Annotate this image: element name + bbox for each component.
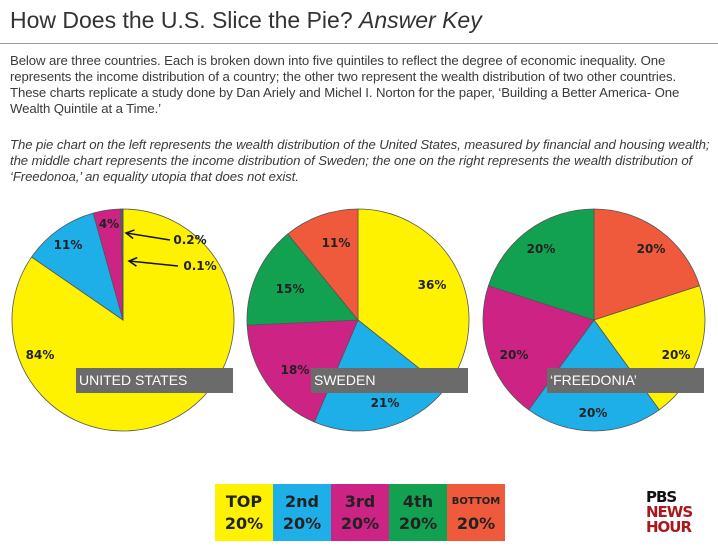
- legend-label: 3rd: [344, 491, 376, 511]
- pie-slice-4th: [487, 208, 595, 321]
- legend-top: TOP 20%: [215, 484, 273, 541]
- pie-slice-bottom: [593, 208, 701, 321]
- pie-slice-bottom: [287, 208, 359, 322]
- legend-label: 4th: [402, 491, 434, 511]
- pie-slice-3rd: [246, 319, 359, 423]
- legend-pct: 20%: [456, 513, 496, 533]
- legend: TOP 20% 2nd 20% 3rd 20% 4th 20% BOTTOM 20%: [215, 484, 505, 541]
- pie-slice-3rd: [482, 285, 595, 411]
- legend-pct: 20%: [282, 513, 322, 533]
- slice-label: 0.1%: [183, 259, 216, 273]
- logo-news: NEWS: [646, 503, 693, 521]
- slice-label: 4%: [99, 217, 119, 231]
- pie-slice-bottom: [121, 208, 124, 321]
- slice-label: 20%: [527, 242, 556, 256]
- pie-slice-2nd: [31, 212, 124, 321]
- slice-label: 18%: [281, 363, 310, 377]
- arrow-icon: [125, 232, 171, 241]
- logo-pbs: PBS: [646, 488, 677, 506]
- pie-slice-top: [357, 208, 470, 390]
- slice-label: 36%: [418, 278, 447, 292]
- title-main: How Does the U.S. Slice the Pie?: [10, 7, 353, 33]
- page-title: How Does the U.S. Slice the Pie? Answer …: [10, 7, 482, 34]
- logo-hour: HOUR: [646, 518, 692, 536]
- legend-3rd: 3rd 20%: [331, 484, 389, 541]
- slice-label: 21%: [371, 396, 400, 410]
- title-italic: Answer Key: [359, 7, 482, 33]
- chart-title-sweden: SWEDEN: [311, 368, 468, 393]
- slice-label: 20%: [637, 242, 666, 256]
- legend-pct: 20%: [224, 513, 264, 533]
- slice-label: 20%: [579, 406, 608, 420]
- slice-label: 11%: [54, 238, 83, 252]
- slice-label: 15%: [276, 282, 305, 296]
- title-divider: [0, 43, 718, 44]
- slice-label: 20%: [662, 348, 691, 362]
- legend-2nd: 2nd 20%: [273, 484, 331, 541]
- pie-slice-4th: [246, 233, 359, 326]
- legend-label: 2nd: [285, 491, 319, 511]
- legend-pct: 20%: [340, 513, 380, 533]
- slice-label: 11%: [322, 236, 351, 250]
- intro-paragraph: Below are three countries. Each is broke…: [10, 53, 680, 116]
- arrowhead-icon: [127, 256, 138, 267]
- legend-bottom: BOTTOM 20%: [447, 484, 505, 541]
- legend-pct: 20%: [398, 513, 438, 533]
- legend-label: TOP: [225, 491, 263, 511]
- arrowhead-icon: [124, 229, 135, 240]
- slice-label: 20%: [500, 348, 529, 362]
- slice-label: 84%: [26, 348, 55, 362]
- chart-title-us: UNITED STATES: [76, 368, 233, 393]
- arrow-icon: [128, 260, 179, 267]
- slice-label: 0.2%: [173, 233, 206, 247]
- legend-4th: 4th 20%: [389, 484, 447, 541]
- answer-paragraph: The pie chart on the left represents the…: [10, 137, 710, 184]
- chart-title-freedonia: ‘FREEDONIA’: [547, 368, 704, 393]
- legend-label: BOTTOM: [451, 495, 501, 507]
- pbs-newshour-logo: PBS NEWS HOUR: [646, 488, 693, 536]
